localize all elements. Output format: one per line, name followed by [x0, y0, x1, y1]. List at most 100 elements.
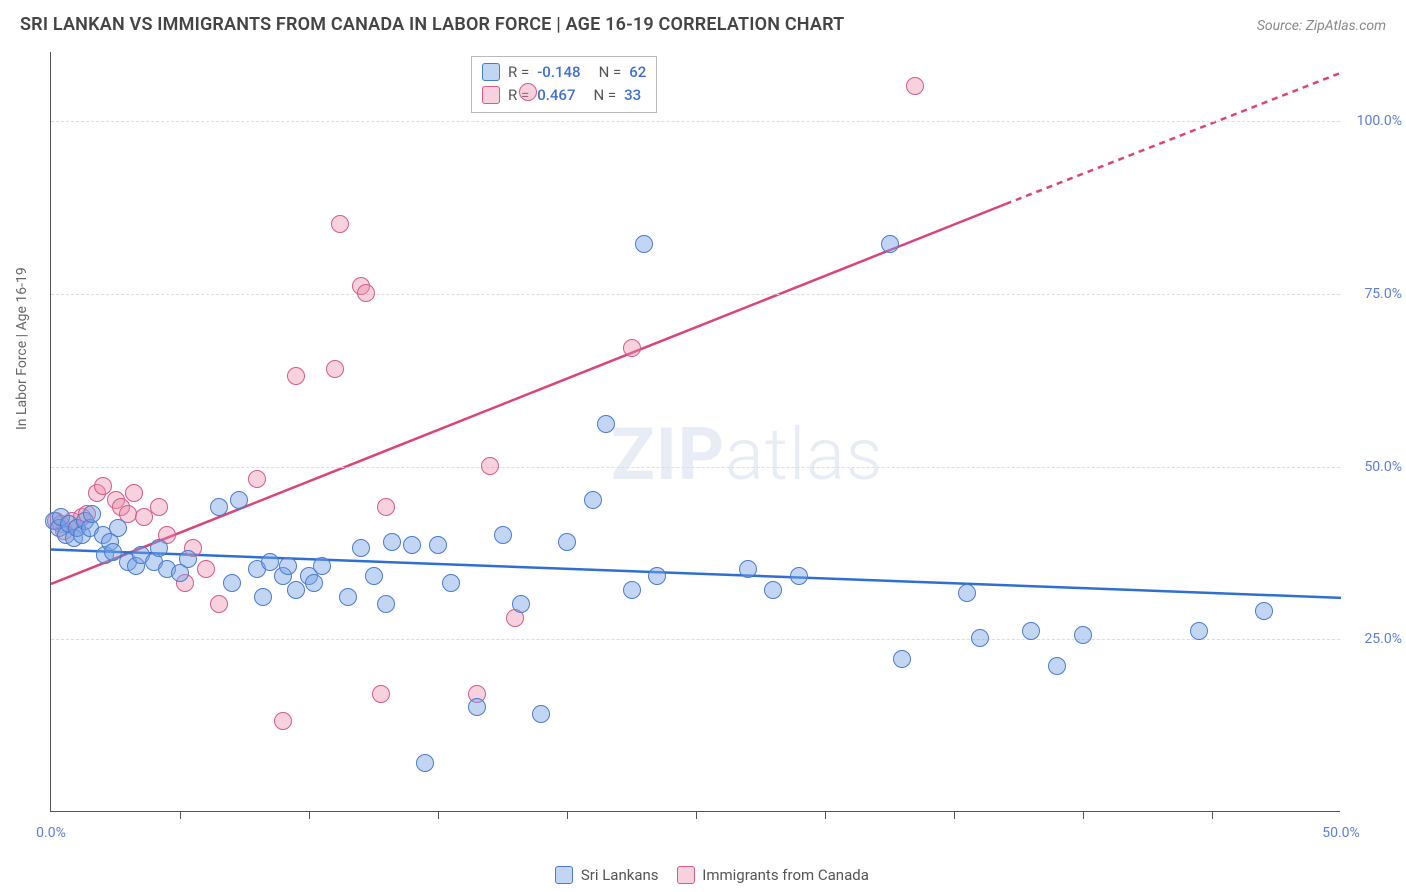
stat-n-value: 62 — [629, 61, 646, 84]
point-blue — [881, 235, 899, 253]
stat-r-value: 0.467 — [537, 84, 575, 107]
legend-label: Sri Lankans — [577, 866, 658, 884]
grid-line — [51, 121, 1340, 122]
point-pink — [287, 367, 305, 385]
point-blue — [790, 567, 808, 585]
point-blue — [365, 567, 383, 585]
point-blue — [532, 705, 550, 723]
swatch-icon — [482, 63, 500, 81]
point-blue — [313, 557, 331, 575]
grid-line — [51, 467, 1340, 468]
point-blue — [223, 574, 241, 592]
stat-n-value: 33 — [624, 84, 641, 107]
stat-n-label: N = — [599, 61, 622, 84]
y-tick-label: 100.0% — [1357, 113, 1402, 129]
point-blue — [584, 491, 602, 509]
point-blue — [1048, 657, 1066, 675]
point-pink — [331, 215, 349, 233]
x-tick — [1212, 811, 1213, 819]
point-pink — [372, 685, 390, 703]
point-blue — [83, 505, 101, 523]
stats-row: R = -0.148 N = 62 — [482, 61, 646, 84]
point-blue — [648, 567, 666, 585]
point-pink — [197, 560, 215, 578]
point-blue — [623, 581, 641, 599]
y-tick-label: 25.0% — [1364, 631, 1402, 647]
x-tick — [309, 811, 310, 819]
legend-swatch-icon — [555, 866, 573, 884]
point-blue — [339, 588, 357, 606]
stats-legend: R = -0.148 N = 62R = 0.467 N = 33 — [471, 56, 657, 113]
x-tick-label: 50.0% — [1322, 825, 1360, 841]
stat-r-value: -0.148 — [537, 61, 580, 84]
y-axis-label: In Labor Force | Age 16-19 — [14, 267, 30, 430]
point-pink — [377, 498, 395, 516]
point-blue — [1074, 626, 1092, 644]
point-pink — [623, 339, 641, 357]
point-blue — [558, 533, 576, 551]
watermark: ZIPatlas — [611, 412, 883, 497]
point-blue — [279, 557, 297, 575]
point-pink — [906, 77, 924, 95]
point-blue — [352, 539, 370, 557]
y-tick-label: 50.0% — [1364, 459, 1402, 475]
point-blue — [442, 574, 460, 592]
x-tick — [180, 811, 181, 819]
point-pink — [150, 498, 168, 516]
x-tick — [825, 811, 826, 819]
grid-line — [51, 639, 1340, 640]
point-pink — [481, 457, 499, 475]
scatter-chart: ZIPatlas R = -0.148 N = 62R = 0.467 N = 33… — [50, 52, 1340, 812]
grid-line — [51, 294, 1340, 295]
x-tick-label: 0.0% — [36, 825, 66, 841]
legend-swatch-icon — [677, 866, 695, 884]
x-tick — [1083, 811, 1084, 819]
x-tick — [438, 811, 439, 819]
y-tick-label: 75.0% — [1364, 286, 1402, 302]
swatch-icon — [482, 86, 500, 104]
point-blue — [383, 533, 401, 551]
x-tick — [567, 811, 568, 819]
stat-r-label: R = — [508, 61, 529, 84]
point-blue — [1190, 622, 1208, 640]
chart-source: Source: ZipAtlas.com — [1257, 18, 1386, 34]
point-blue — [958, 584, 976, 602]
point-blue — [494, 526, 512, 544]
point-blue — [764, 581, 782, 599]
point-blue — [512, 595, 530, 613]
point-blue — [230, 491, 248, 509]
point-blue — [597, 415, 615, 433]
point-blue — [377, 595, 395, 613]
point-blue — [254, 588, 272, 606]
stats-row: R = 0.467N = 33 — [482, 84, 646, 107]
point-pink — [519, 83, 537, 101]
point-blue — [150, 539, 168, 557]
stat-n-label: N = — [593, 84, 616, 107]
series-legend: Sri Lankans Immigrants from Canada — [0, 866, 1406, 884]
point-blue — [1022, 622, 1040, 640]
point-blue — [403, 536, 421, 554]
point-pink — [135, 508, 153, 526]
chart-title: SRI LANKAN VS IMMIGRANTS FROM CANADA IN … — [20, 14, 844, 35]
point-blue — [210, 498, 228, 516]
point-blue — [109, 519, 127, 537]
trend-lines — [51, 52, 1341, 812]
point-pink — [125, 484, 143, 502]
point-pink — [326, 360, 344, 378]
point-blue — [635, 235, 653, 253]
legend-label: Immigrants from Canada — [699, 866, 869, 884]
point-blue — [179, 550, 197, 568]
point-blue — [416, 754, 434, 772]
point-pink — [274, 712, 292, 730]
point-blue — [971, 629, 989, 647]
point-blue — [305, 574, 323, 592]
x-tick — [954, 811, 955, 819]
point-pink — [248, 470, 266, 488]
point-blue — [1255, 602, 1273, 620]
point-blue — [429, 536, 447, 554]
point-blue — [893, 650, 911, 668]
point-pink — [210, 595, 228, 613]
point-blue — [739, 560, 757, 578]
point-blue — [287, 581, 305, 599]
x-tick — [696, 811, 697, 819]
